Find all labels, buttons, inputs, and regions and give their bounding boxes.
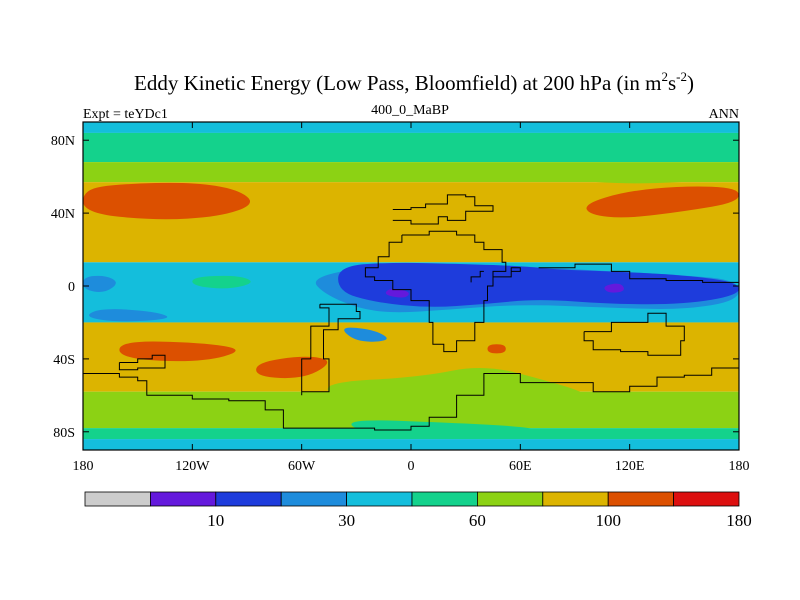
colorbar-box-9 (673, 491, 740, 507)
y-tick-label-4: 80S (53, 426, 75, 441)
contour-region-9 (338, 262, 739, 307)
colorbar-box-2 (215, 491, 282, 507)
x-tick-label-6: 180 (729, 459, 750, 474)
colorbar-box-3 (280, 491, 348, 507)
colorbar-box-8 (607, 491, 675, 507)
colorbar-label-3: 100 (595, 511, 621, 530)
contour-region-13 (83, 392, 248, 424)
coastline-3 (301, 303, 361, 396)
x-tick-label-4: 60E (509, 459, 532, 474)
x-tick-label-1: 120W (175, 459, 210, 474)
colorbar-box-6 (476, 491, 544, 507)
axis-ticks: 180 120W 60W 0 60E 120E 180 80N 40N 0 40S 80S (51, 122, 750, 474)
colorbar-box-7 (542, 491, 609, 507)
contour-region-8 (344, 327, 387, 342)
x-tick-label-2: 60W (288, 459, 316, 474)
contour-region-5 (83, 275, 116, 292)
contour-region-10 (385, 289, 409, 298)
contour-band-1 (83, 132, 739, 163)
y-tick-label-3: 40S (53, 353, 75, 368)
colorbar: 10 30 60 100 180 (84, 491, 752, 530)
x-tick-label-5: 120E (615, 459, 645, 474)
contour-region-16 (565, 175, 739, 184)
contour-region-15 (351, 420, 537, 435)
coastline-0 (392, 194, 494, 225)
contour-region-4 (487, 344, 506, 354)
colorbar-box-4 (346, 491, 413, 507)
x-tick-label-0: 180 (73, 459, 94, 474)
coastline-1 (364, 230, 507, 353)
colorbar-label-2: 60 (469, 511, 486, 530)
y-tick-label-2: 0 (68, 280, 75, 295)
contour-region-0 (83, 182, 251, 220)
chart-title: Eddy Kinetic Energy (Low Pass, Bloomfiel… (134, 69, 694, 95)
coastline-2 (83, 358, 739, 431)
x-tick-label-3: 0 (408, 459, 415, 474)
contour-region-3 (256, 356, 328, 379)
contour-region-2 (119, 341, 236, 362)
colorbar-box-5 (411, 491, 478, 507)
colorbar-label-1: 30 (338, 511, 355, 530)
colorbar-box-1 (149, 491, 217, 507)
contour-region-11 (604, 283, 624, 293)
period-label: 400_0_MaBP (371, 103, 449, 118)
contour-region-1 (586, 186, 739, 218)
experiment-label: Expt = teYDc1 (83, 107, 168, 122)
coastline-6 (493, 267, 521, 278)
coastline-5 (583, 312, 685, 356)
colorbar-label-4: 180 (726, 511, 752, 530)
season-label: ANN (709, 107, 739, 122)
y-tick-label-1: 40N (51, 207, 75, 222)
coastlines (83, 194, 739, 431)
coastline-7 (118, 354, 166, 371)
contour-band-2 (83, 162, 739, 183)
contour-region-12 (192, 275, 251, 289)
contour-field (83, 122, 739, 450)
colorbar-label-0: 10 (207, 511, 224, 530)
coastline-4 (538, 263, 739, 290)
contour-region-6 (89, 309, 168, 322)
coastline-8 (470, 270, 484, 283)
y-tick-label-0: 80N (51, 134, 75, 149)
colorbar-box-0 (84, 491, 151, 507)
contour-region-14 (327, 367, 590, 422)
